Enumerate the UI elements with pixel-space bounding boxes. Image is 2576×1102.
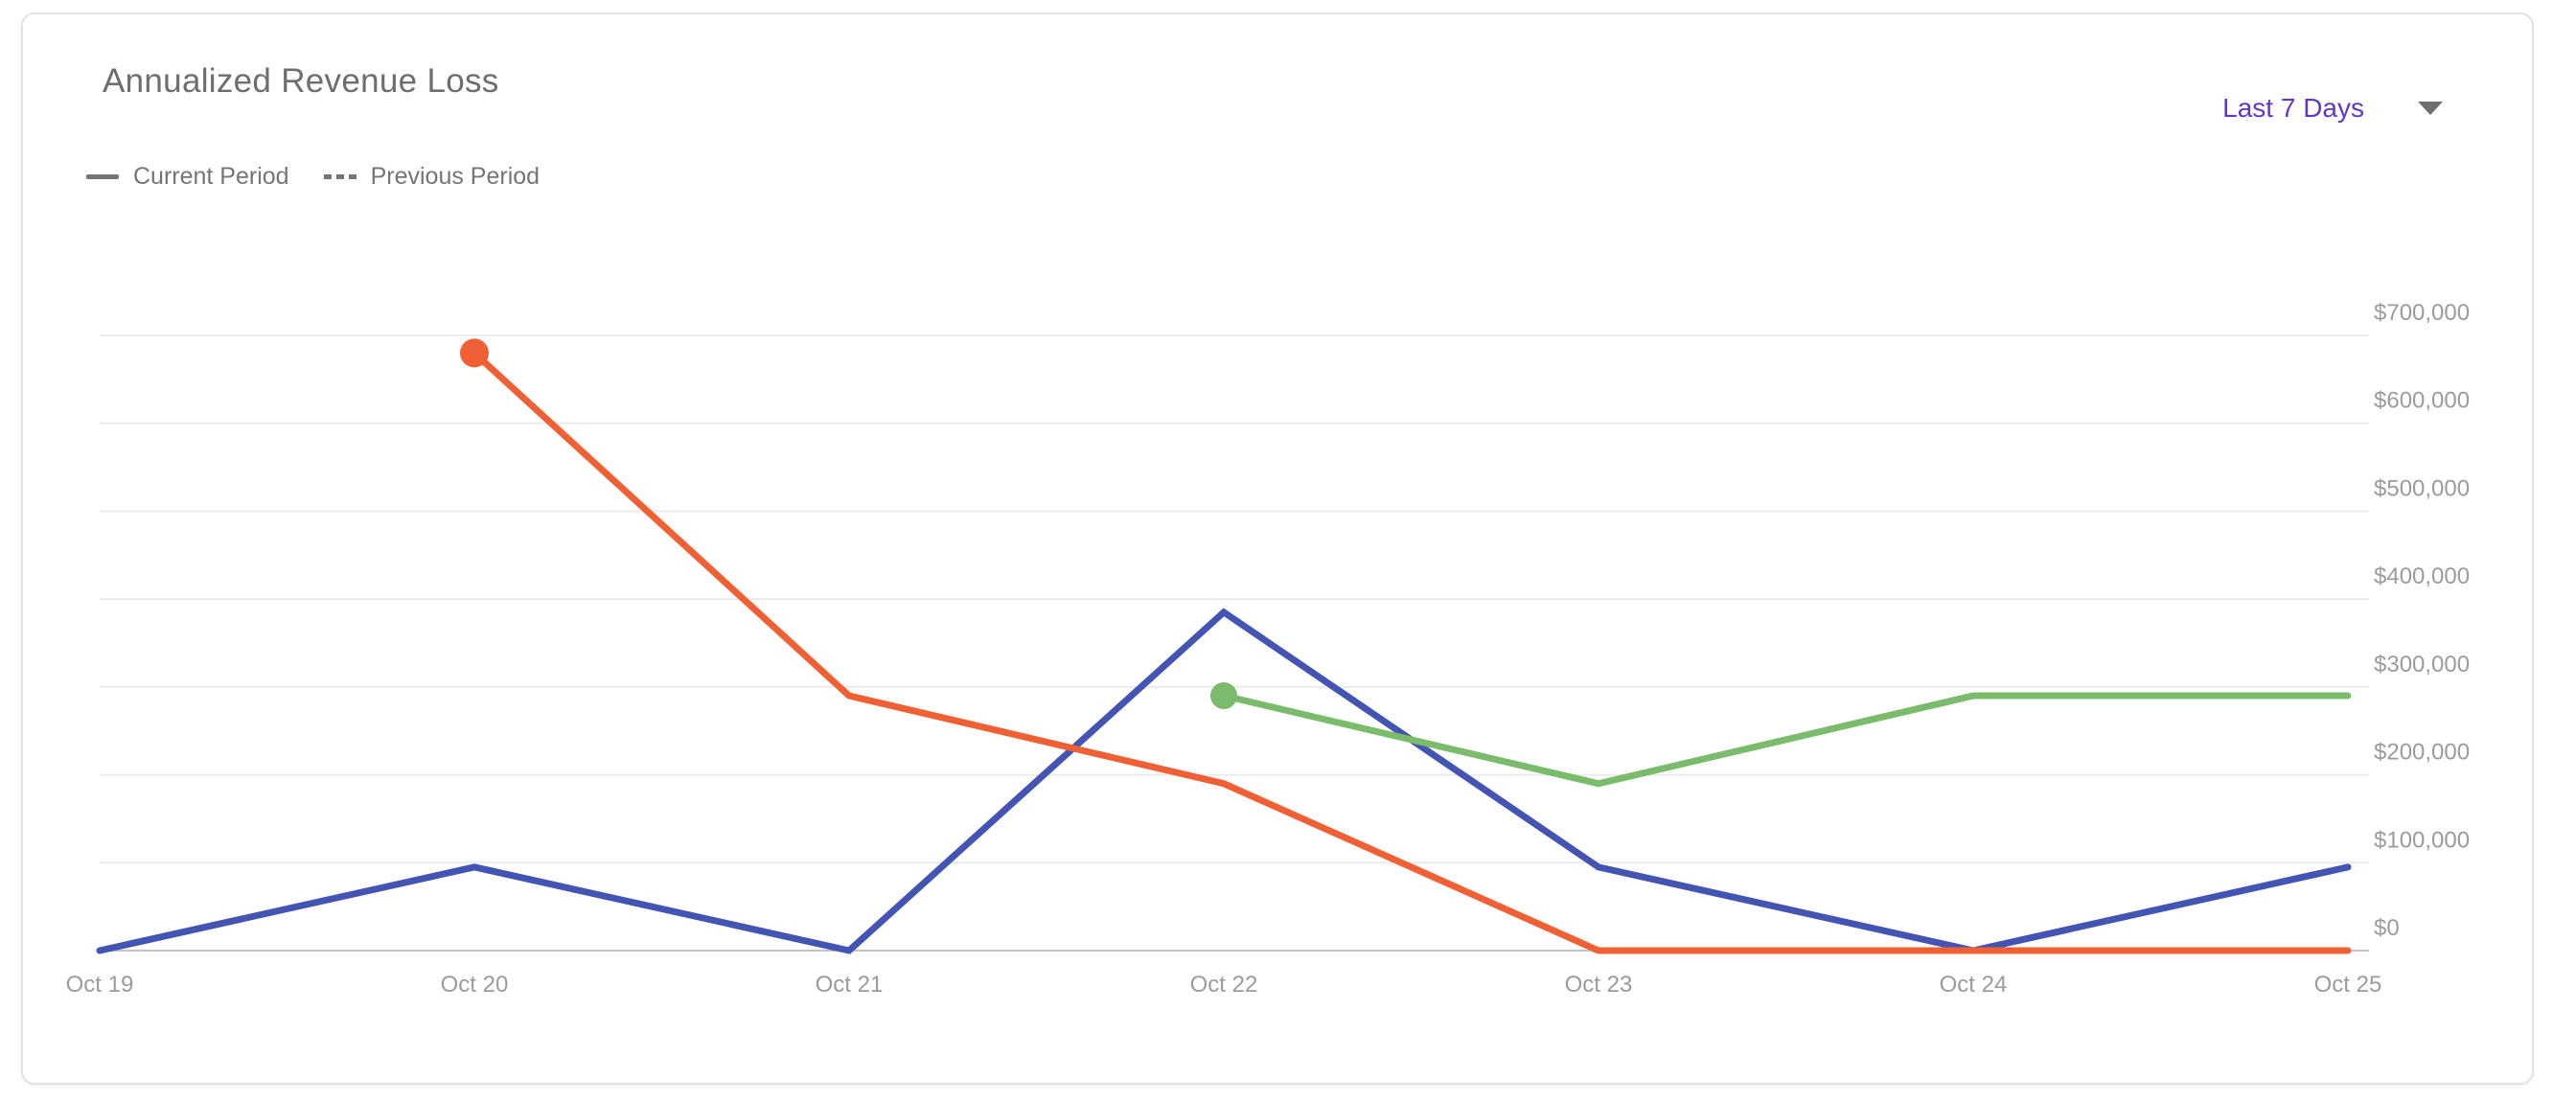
revenue-loss-chart: $0 $100,000 $200,000 $300,000 $400,000 $500,0… (66, 300, 2470, 998)
revenue-loss-card: Annualized Revenue Loss Last 7 Days Curr… (21, 12, 2534, 1085)
series-start-marker-green-series (1210, 682, 1237, 710)
y-tick-label: $100,000 (2374, 827, 2470, 853)
x-tick-label: Oct 24 (1940, 972, 2008, 998)
y-tick-label: $500,000 (2374, 475, 2470, 501)
solid-line-swatch-icon (86, 174, 119, 179)
chart-legend: Current Period Previous Period (86, 163, 540, 191)
x-tick-label: Oct 25 (2314, 972, 2382, 998)
x-tick-label: Oct 22 (1190, 972, 1258, 998)
x-tick-label: Oct 20 (441, 972, 509, 998)
y-tick-label: $300,000 (2374, 652, 2470, 677)
y-tick-label: $600,000 (2374, 388, 2470, 414)
y-tick-label: $0 (2374, 915, 2400, 941)
series-start-marker-orange-series (460, 338, 489, 368)
x-tick-label: Oct 19 (66, 972, 134, 998)
legend-label-current-period: Current Period (133, 163, 289, 190)
series-line-orange-series (471, 349, 2352, 954)
dashed-line-swatch-icon (323, 174, 356, 179)
x-tick-label: Oct 21 (816, 972, 884, 998)
chevron-down-icon (2418, 102, 2443, 115)
legend-item-current-period[interactable]: Current Period (86, 163, 289, 191)
chart-title: Annualized Revenue Loss (103, 62, 499, 100)
y-tick-label: $700,000 (2374, 300, 2470, 326)
series-line-green-series (1220, 692, 2352, 788)
date-range-value: Last 7 Days (2222, 93, 2364, 123)
date-range-selector[interactable]: Last 7 Days (2222, 93, 2443, 124)
x-tick-label: Oct 23 (1565, 972, 1633, 998)
y-tick-label: $200,000 (2374, 740, 2470, 766)
legend-label-previous-period: Previous Period (370, 163, 540, 190)
y-tick-label: $400,000 (2374, 563, 2470, 589)
legend-item-previous-period[interactable]: Previous Period (323, 163, 540, 191)
